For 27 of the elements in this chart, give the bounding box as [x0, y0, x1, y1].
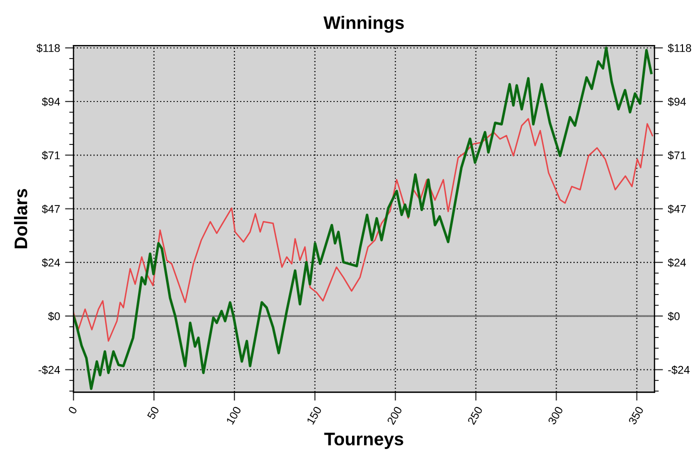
- x-tick-label: 50: [146, 406, 160, 420]
- line-series: [74, 46, 653, 390]
- x-tick-label: 200: [386, 406, 402, 426]
- y-tick-label: $71: [42, 150, 60, 160]
- y-axis-title: Dollars: [14, 189, 28, 248]
- y-tick-label: $94: [42, 97, 60, 106]
- x-tick-label: 300: [548, 406, 564, 426]
- x-axis-title: Tourneys: [324, 432, 404, 449]
- x-tick-label: 0: [68, 406, 78, 414]
- y-tick-label: $47: [42, 204, 60, 214]
- x-tick-label: 250: [467, 406, 483, 426]
- y2-tick-label: $118: [668, 44, 692, 53]
- y-tick-label: $0: [48, 312, 60, 321]
- y-tick-label: $118: [36, 44, 60, 53]
- line-series: [74, 118, 654, 342]
- y-tick-label: -$24: [38, 365, 60, 374]
- x-tick-label: 100: [226, 406, 242, 425]
- y2-tick-label: $71: [668, 150, 686, 160]
- x-tick-label: 150: [306, 406, 322, 425]
- y2-tick-label: $0: [668, 312, 680, 321]
- y2-tick-label: -$24: [668, 365, 690, 374]
- y2-tick-label: $94: [668, 97, 686, 106]
- x-tick-label: 350: [628, 406, 644, 426]
- chart-title: Winnings: [323, 16, 404, 33]
- y2-tick-label: $47: [668, 204, 686, 214]
- y-tick-label: $24: [42, 258, 60, 268]
- y2-tick-label: $24: [668, 258, 686, 268]
